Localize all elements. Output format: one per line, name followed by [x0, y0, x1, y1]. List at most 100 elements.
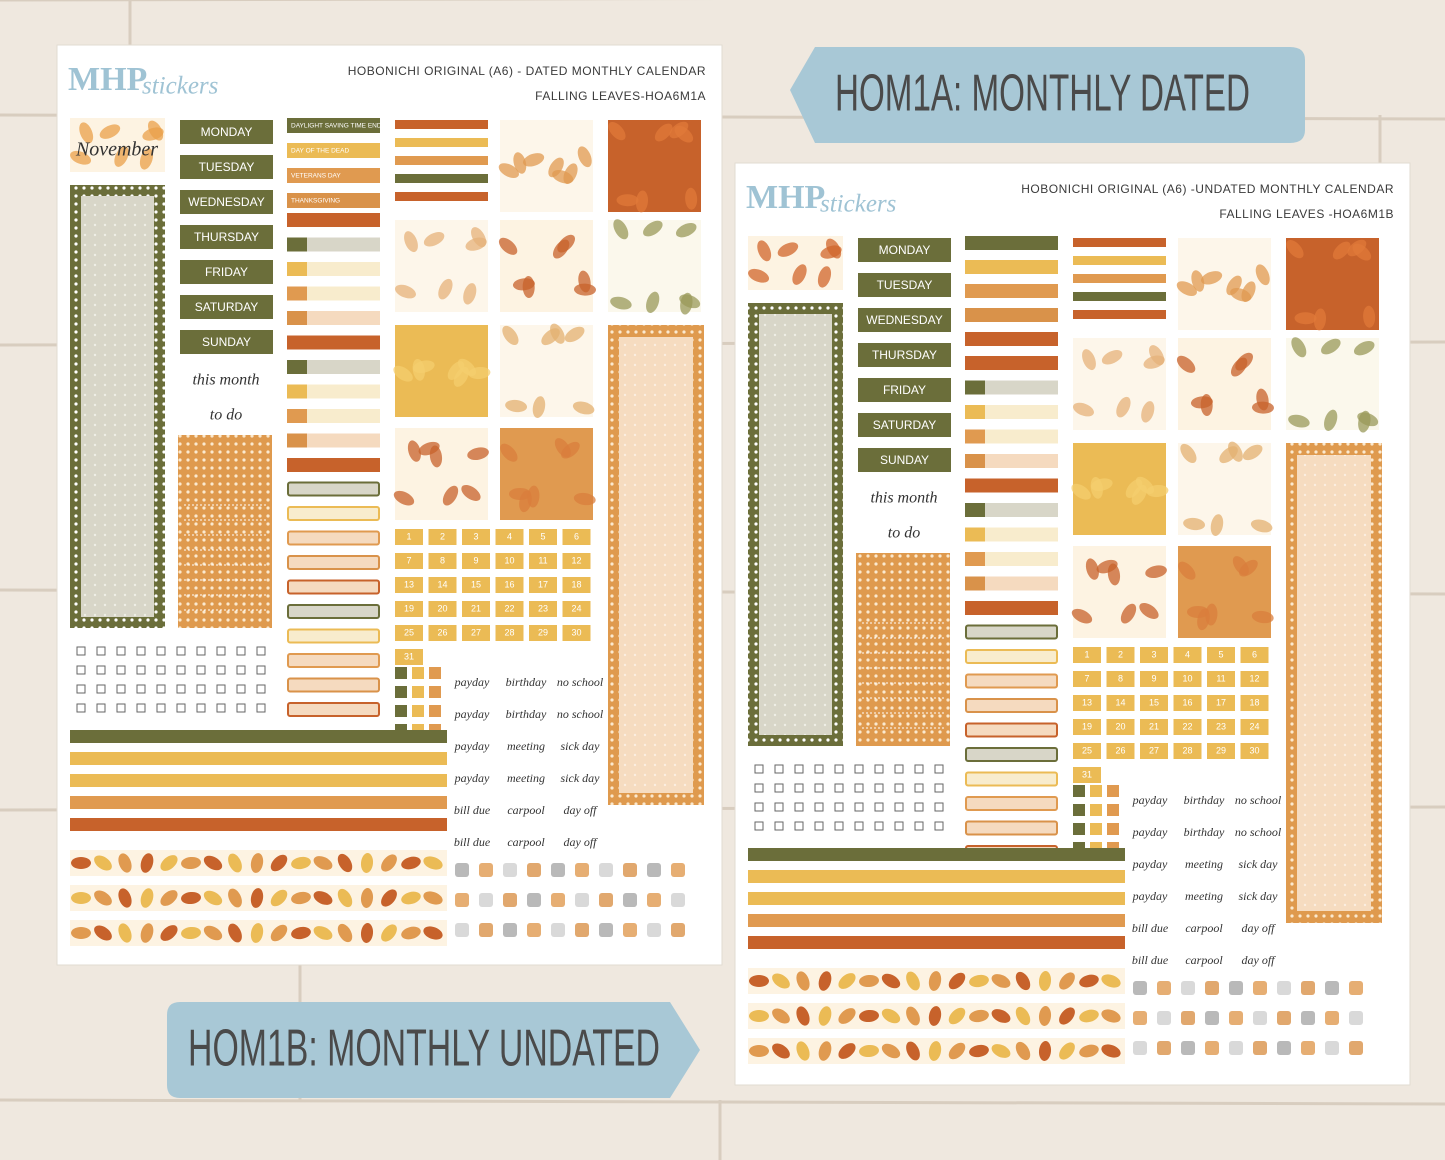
date-label: 12	[571, 555, 581, 565]
date-box	[428, 553, 457, 569]
tracker-bar	[287, 360, 307, 374]
icon	[479, 893, 493, 907]
date-box	[1240, 743, 1269, 759]
checkbox	[894, 764, 904, 774]
date-label: 16	[1182, 697, 1192, 707]
leaf	[563, 163, 578, 185]
washi-leaf	[181, 926, 201, 940]
tracker-bar	[287, 458, 380, 472]
date-box	[1173, 695, 1202, 711]
date-box	[1106, 671, 1135, 687]
date-box	[495, 529, 524, 545]
leaf	[1228, 441, 1243, 462]
washi-leaf	[270, 854, 288, 872]
script-label: carpool	[1185, 921, 1223, 935]
checkbox	[156, 665, 166, 675]
tracker-bar	[287, 433, 307, 448]
leaf	[498, 237, 518, 255]
date-box	[1207, 671, 1235, 687]
mini-flag	[1090, 804, 1102, 816]
washi-leaf	[1015, 971, 1031, 991]
date-box	[395, 529, 423, 545]
plain-bar	[965, 236, 1058, 250]
leaf	[70, 150, 92, 165]
icon	[1253, 1011, 1267, 1025]
checkbox	[136, 703, 146, 713]
date-box	[1240, 695, 1269, 711]
day-label: FRIDAY	[883, 383, 926, 397]
date-label: 5	[540, 531, 545, 541]
date-box	[1240, 719, 1269, 735]
day-box	[858, 378, 951, 402]
checkbox	[794, 783, 804, 793]
washi-leaf	[1059, 1042, 1075, 1060]
date-box	[1207, 719, 1235, 735]
leaf	[748, 268, 770, 283]
tall-peach-inner	[619, 337, 693, 793]
date-box	[1140, 743, 1168, 759]
leaf	[1176, 355, 1196, 373]
washi-leaf	[991, 1009, 1011, 1023]
icon	[503, 863, 517, 877]
checkbox	[116, 684, 126, 694]
washi-leaf	[291, 856, 311, 870]
washi-leaf	[401, 926, 421, 940]
tracker-bar-bg	[287, 262, 380, 276]
washi-leaf	[881, 1043, 901, 1059]
washi-leaf	[140, 923, 154, 943]
date-label: 29	[538, 627, 548, 637]
date-box	[462, 625, 490, 641]
outlined-box	[965, 673, 1058, 689]
leaf	[407, 440, 421, 462]
washi-leaf	[749, 1045, 769, 1057]
tracker-bar-bg	[287, 360, 380, 374]
leaf	[522, 153, 545, 167]
checkbox	[874, 764, 884, 774]
checkbox	[216, 646, 226, 656]
date-label: 1	[406, 531, 411, 541]
icon	[527, 863, 541, 877]
leaf	[463, 283, 477, 305]
washi-leaf	[948, 1007, 966, 1025]
tracker-bar-bg	[287, 409, 380, 423]
washi-leaf	[360, 888, 374, 908]
script-label: no school	[1235, 825, 1282, 839]
date-label: 19	[404, 603, 414, 613]
leaf	[442, 485, 459, 506]
sheet-title: HOBONICHI ORIGINAL (A6) - DATED MONTHLY …	[348, 64, 706, 78]
script-label: payday	[1132, 825, 1168, 839]
washi-leaf	[906, 1006, 920, 1026]
banner-dated	[790, 47, 1305, 143]
mini-flag	[412, 686, 424, 698]
washi-leaf	[881, 973, 901, 989]
washi-leaf	[140, 888, 154, 908]
pattern-square	[500, 220, 593, 312]
leaf	[669, 121, 689, 139]
checkbox	[236, 703, 246, 713]
outlined-box	[287, 530, 380, 546]
script-label: no school	[557, 707, 604, 721]
leaf	[505, 399, 528, 413]
brand-script: stickers	[142, 73, 218, 100]
script-label: birthday	[506, 675, 547, 689]
mini-flag	[429, 686, 441, 698]
washi-leaf	[969, 1009, 989, 1023]
tracker-bar-bg	[287, 311, 380, 325]
icon	[1229, 1041, 1243, 1055]
icon	[575, 893, 589, 907]
washi-leaf	[423, 856, 443, 870]
icon	[599, 863, 613, 877]
date-box	[395, 601, 423, 617]
checkbox	[934, 821, 944, 831]
washi-leaf	[291, 926, 311, 940]
tracker-bar	[965, 429, 985, 444]
date-label: 7	[1084, 673, 1089, 683]
leaf	[429, 445, 443, 468]
date-label: 2	[440, 531, 445, 541]
checkbox	[834, 764, 844, 774]
icon	[1133, 981, 1147, 995]
date-label: 4	[507, 531, 512, 541]
outlined-box	[965, 820, 1058, 836]
